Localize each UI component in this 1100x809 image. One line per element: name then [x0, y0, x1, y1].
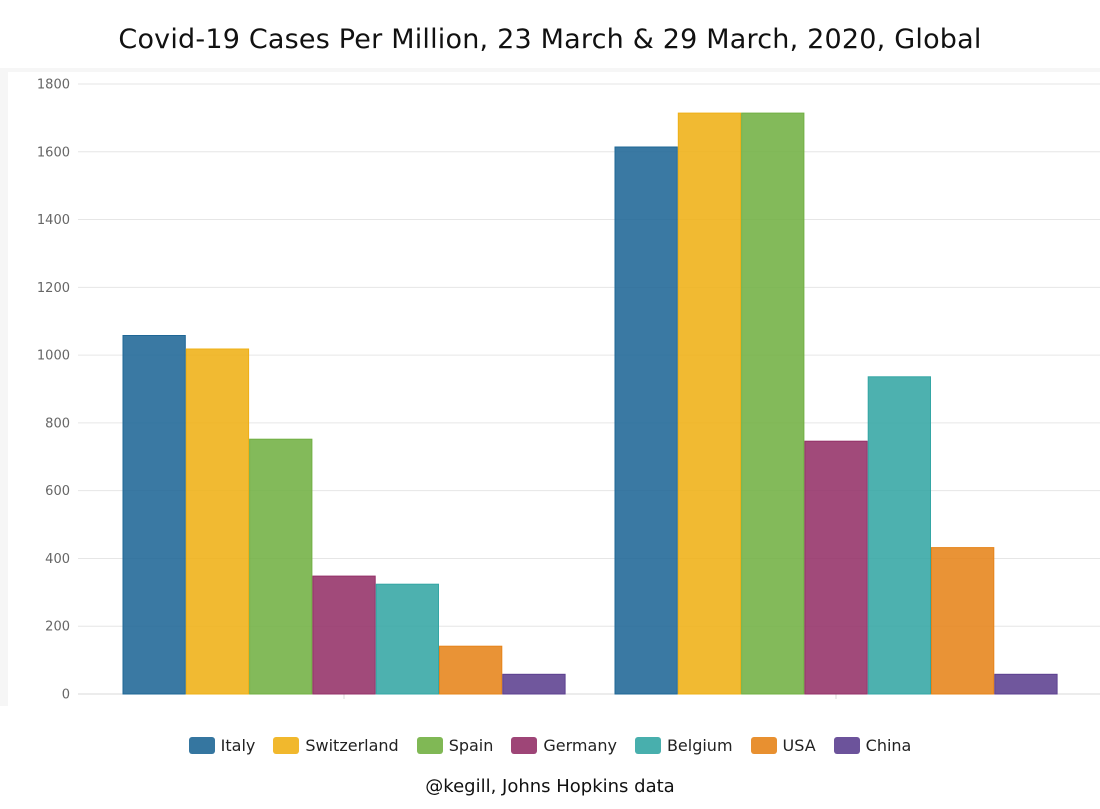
y-tick-label: 1800 — [37, 78, 70, 93]
legend-label: Spain — [448, 736, 494, 755]
legend-swatch — [188, 737, 215, 754]
bar-switzerland[interactable] — [677, 112, 742, 695]
legend-label: Belgium — [666, 736, 733, 755]
bar-usa[interactable] — [439, 645, 503, 695]
bar-china[interactable] — [502, 673, 566, 695]
y-tick-label: 800 — [45, 416, 70, 431]
bar-spain[interactable] — [249, 438, 313, 695]
bar-switzerland[interactable] — [185, 348, 250, 695]
legend-item-china[interactable]: China — [833, 736, 912, 755]
legend-item-spain[interactable]: Spain — [416, 736, 494, 755]
legend-swatch — [273, 737, 300, 754]
legend-label: China — [865, 736, 912, 755]
chart-title: Covid-19 Cases Per Million, 23 March & 2… — [118, 24, 982, 55]
legend-label: Switzerland — [305, 736, 399, 755]
legend-swatch — [750, 737, 777, 754]
bar-belgium[interactable] — [867, 376, 932, 695]
legend-label: Germany — [543, 736, 617, 755]
legend: Italy Switzerland Spain Germany Belgium USA Ch… — [0, 736, 1100, 755]
bar-belgium[interactable] — [375, 583, 440, 695]
bar-italy[interactable] — [122, 335, 186, 695]
legend-swatch — [634, 737, 661, 754]
y-tick-label: 1600 — [37, 145, 70, 160]
chart-credit: @kegill, Johns Hopkins data — [425, 776, 675, 797]
bar-chart: 0 200 400 600 800 1000 1200 1400 1600 1800 — [8, 72, 1100, 706]
y-tick-label: 0 — [62, 688, 70, 703]
legend-item-italy[interactable]: Italy — [188, 736, 256, 755]
bar-italy[interactable] — [614, 146, 678, 695]
legend-item-belgium[interactable]: Belgium — [634, 736, 733, 755]
legend-swatch — [416, 737, 443, 754]
y-tick-label: 600 — [45, 484, 70, 499]
legend-swatch — [511, 737, 538, 754]
legend-swatch — [833, 737, 860, 754]
y-tick-label: 1200 — [37, 281, 70, 296]
legend-item-usa[interactable]: USA — [750, 736, 816, 755]
bar-germany[interactable] — [804, 440, 868, 695]
bar-spain[interactable] — [741, 112, 805, 695]
y-tick-label: 1000 — [37, 349, 70, 364]
legend-item-switzerland[interactable]: Switzerland — [273, 736, 399, 755]
bar-china[interactable] — [994, 673, 1058, 695]
y-tick-label: 1400 — [37, 213, 70, 228]
bar-usa[interactable] — [931, 547, 995, 695]
y-tick-label: 200 — [45, 620, 70, 635]
legend-label: Italy — [220, 736, 256, 755]
legend-label: USA — [782, 736, 816, 755]
legend-item-germany[interactable]: Germany — [511, 736, 617, 755]
bar-germany[interactable] — [312, 575, 376, 695]
plot-area: 0 200 400 600 800 1000 1200 1400 1600 1800 — [0, 68, 1100, 706]
y-tick-label: 400 — [45, 552, 70, 567]
